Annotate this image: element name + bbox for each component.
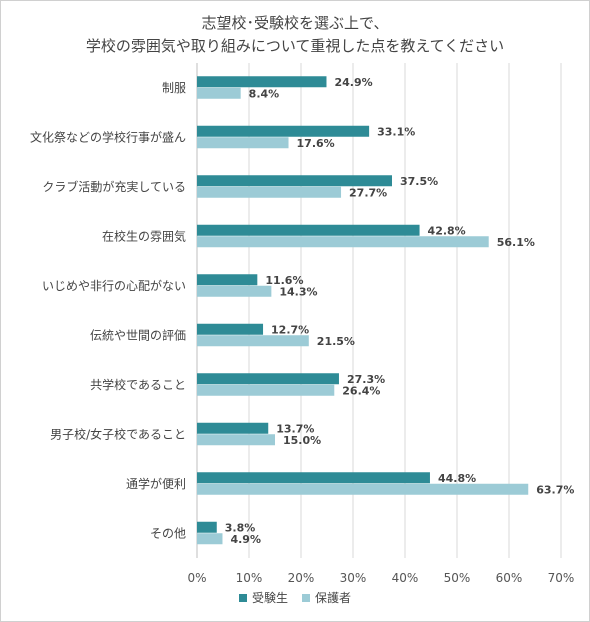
x-tick-label: 60% <box>496 571 523 585</box>
data-label: 44.8% <box>438 472 476 485</box>
category-label: 男子校/女子校であること <box>50 426 186 441</box>
x-tick-label: 70% <box>548 571 575 585</box>
bar-series-2 <box>197 483 529 495</box>
category-label: その他 <box>150 526 186 540</box>
chart-title-line-1: 志望校･受験校を選ぶ上で、 <box>201 14 389 32</box>
legend-item-series-1: 受験生 <box>238 589 288 606</box>
category-label: 文化祭などの学校行事が盛ん <box>30 129 186 144</box>
bar-series-1 <box>197 224 420 236</box>
data-label: 27.7% <box>349 187 387 200</box>
data-label: 63.7% <box>536 484 574 497</box>
bar-series-1 <box>197 521 217 533</box>
x-tick-label: 10% <box>236 571 263 585</box>
legend-label: 保護者 <box>315 591 352 605</box>
bar-series-2 <box>197 87 241 99</box>
bar-series-1 <box>197 274 258 286</box>
data-label: 3.8% <box>225 522 256 535</box>
bar-series-1 <box>197 323 264 335</box>
x-tick-label: 0% <box>187 571 206 585</box>
category-label: 通学が便利 <box>126 476 186 491</box>
bar-series-1 <box>197 373 339 385</box>
data-label: 21.5% <box>317 335 355 348</box>
x-tick-label: 30% <box>340 571 367 585</box>
chart-title: 志望校･受験校を選ぶ上で、 学校の雰囲気や取り組みについて重視した点を教えてくだ… <box>0 12 590 58</box>
chart-title-line-2: 学校の雰囲気や取り組みについて重視した点を教えてください <box>85 37 505 55</box>
bar-series-2 <box>197 285 272 297</box>
bar-series-2 <box>197 137 289 149</box>
legend-label: 受験生 <box>251 591 288 605</box>
legend-item-series-2: 保護者 <box>302 589 351 606</box>
x-tick-label: 20% <box>288 571 315 585</box>
data-label: 4.9% <box>230 533 261 546</box>
data-label: 56.1% <box>497 236 535 249</box>
category-label: いじめや非行の心配がない <box>42 278 186 293</box>
category-label: 在校生の雰囲気 <box>102 228 186 243</box>
legend: 受験生 保護者 <box>0 589 590 606</box>
bar-series-2 <box>197 236 489 248</box>
bar-series-2 <box>197 434 275 446</box>
bar-series-1 <box>197 76 327 88</box>
category-label: クラブ活動が充実している <box>42 179 186 194</box>
bar-series-2 <box>197 335 309 347</box>
data-label: 26.4% <box>342 385 380 398</box>
data-label: 37.5% <box>400 175 438 188</box>
bar-series-1 <box>197 472 430 484</box>
category-label: 共学校であること <box>90 377 186 392</box>
data-label: 17.6% <box>297 137 335 150</box>
data-label: 42.8% <box>428 225 466 238</box>
data-label: 27.3% <box>347 373 385 386</box>
data-label: 12.7% <box>271 324 309 337</box>
category-label: 制服 <box>162 81 186 95</box>
legend-swatch <box>302 593 310 602</box>
x-tick-label: 40% <box>392 571 419 585</box>
bar-series-1 <box>197 422 269 434</box>
data-label: 15.0% <box>283 434 321 447</box>
legend-swatch <box>238 593 247 602</box>
data-label: 11.6% <box>265 274 303 287</box>
data-label: 14.3% <box>279 286 317 299</box>
bar-series-2 <box>197 186 342 198</box>
bar-series-2 <box>197 533 223 545</box>
data-label: 33.1% <box>377 126 415 139</box>
data-label: 13.7% <box>276 423 314 436</box>
category-label: 伝統や世間の評価 <box>90 327 186 342</box>
data-label: 8.4% <box>249 88 280 101</box>
bar-series-2 <box>197 384 335 396</box>
data-label: 24.9% <box>334 76 372 89</box>
x-tick-label: 50% <box>444 571 471 585</box>
bar-series-1 <box>197 125 370 137</box>
bar-series-1 <box>197 175 392 187</box>
